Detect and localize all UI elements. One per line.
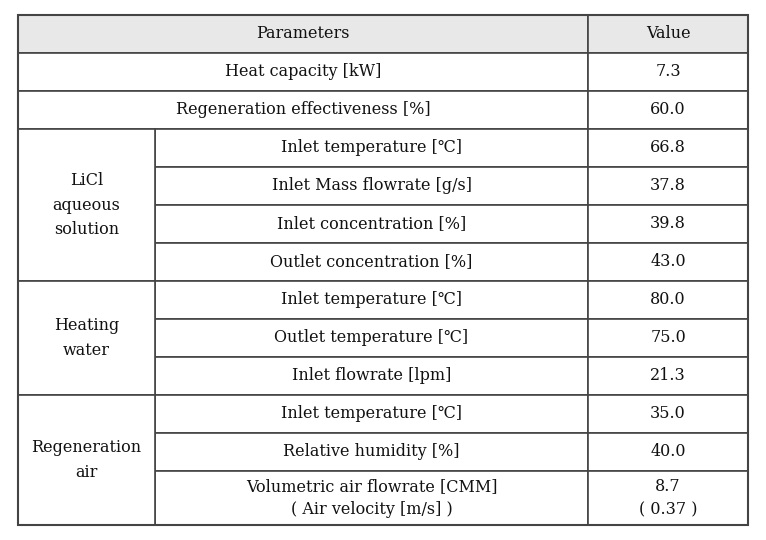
Text: Inlet flowrate [lpm]: Inlet flowrate [lpm] xyxy=(292,368,451,384)
Bar xyxy=(18,15,588,53)
Bar xyxy=(155,243,588,281)
Text: 66.8: 66.8 xyxy=(650,139,686,157)
Text: 40.0: 40.0 xyxy=(650,443,686,461)
Bar xyxy=(18,395,155,525)
Bar xyxy=(588,319,748,357)
Bar xyxy=(155,471,588,525)
Text: 37.8: 37.8 xyxy=(650,178,686,194)
Text: Inlet temperature [℃]: Inlet temperature [℃] xyxy=(281,292,462,308)
Text: Relative humidity [%]: Relative humidity [%] xyxy=(283,443,460,461)
Text: Inlet temperature [℃]: Inlet temperature [℃] xyxy=(281,139,462,157)
Text: Volumetric air flowrate [CMM]
( Air velocity [m/s] ): Volumetric air flowrate [CMM] ( Air velo… xyxy=(246,478,497,518)
Text: LiCl
aqueous
solution: LiCl aqueous solution xyxy=(53,172,120,238)
Bar xyxy=(588,357,748,395)
Bar xyxy=(588,471,748,525)
Bar xyxy=(588,243,748,281)
Bar xyxy=(588,433,748,471)
Text: 75.0: 75.0 xyxy=(650,329,686,347)
Bar xyxy=(588,129,748,167)
Bar xyxy=(588,53,748,91)
Text: Outlet concentration [%]: Outlet concentration [%] xyxy=(270,253,473,271)
Text: Inlet Mass flowrate [g/s]: Inlet Mass flowrate [g/s] xyxy=(271,178,472,194)
Bar xyxy=(155,205,588,243)
Bar xyxy=(155,357,588,395)
Bar xyxy=(588,91,748,129)
Bar xyxy=(588,205,748,243)
Text: Inlet concentration [%]: Inlet concentration [%] xyxy=(277,215,466,233)
Text: 7.3: 7.3 xyxy=(655,64,681,80)
Bar xyxy=(155,281,588,319)
Text: 39.8: 39.8 xyxy=(650,215,686,233)
Text: Regeneration
air: Regeneration air xyxy=(31,439,142,481)
Text: Value: Value xyxy=(646,25,690,43)
Bar xyxy=(18,91,588,129)
Text: 80.0: 80.0 xyxy=(650,292,686,308)
Bar xyxy=(18,129,155,281)
Text: 8.7
( 0.37 ): 8.7 ( 0.37 ) xyxy=(639,478,697,518)
Text: Inlet temperature [℃]: Inlet temperature [℃] xyxy=(281,406,462,422)
Text: Outlet temperature [℃]: Outlet temperature [℃] xyxy=(274,329,469,347)
Bar xyxy=(588,281,748,319)
Text: Heat capacity [kW]: Heat capacity [kW] xyxy=(224,64,381,80)
Bar xyxy=(588,167,748,205)
Bar xyxy=(155,433,588,471)
Text: 35.0: 35.0 xyxy=(650,406,686,422)
Text: 43.0: 43.0 xyxy=(650,253,686,271)
Bar xyxy=(155,319,588,357)
Bar xyxy=(155,167,588,205)
Text: 60.0: 60.0 xyxy=(650,102,686,118)
Text: 21.3: 21.3 xyxy=(650,368,686,384)
Text: Heating
water: Heating water xyxy=(54,317,119,359)
Bar xyxy=(155,129,588,167)
Text: Parameters: Parameters xyxy=(257,25,350,43)
Bar xyxy=(155,395,588,433)
Text: Regeneration effectiveness [%]: Regeneration effectiveness [%] xyxy=(175,102,430,118)
Bar xyxy=(18,53,588,91)
Bar xyxy=(18,281,155,395)
Bar xyxy=(588,395,748,433)
Bar xyxy=(588,15,748,53)
